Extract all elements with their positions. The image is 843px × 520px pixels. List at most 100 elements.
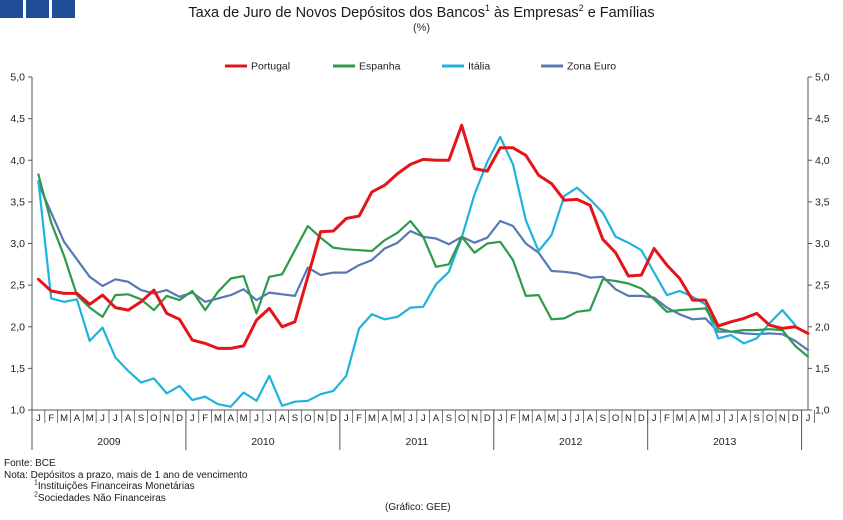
month-label: A — [279, 413, 286, 424]
logo-block-3 — [52, 0, 75, 18]
series-line-zona-euro — [37, 182, 810, 352]
month-label: A — [587, 413, 594, 424]
brand-logo — [0, 0, 75, 18]
month-label: M — [240, 413, 248, 424]
y-tick-label-right: 2,0 — [815, 321, 830, 333]
y-tick-label-left: 3,0 — [10, 238, 25, 250]
month-label: J — [716, 413, 721, 424]
year-label: 2010 — [251, 436, 275, 448]
month-label: M — [394, 413, 402, 424]
month-label: J — [806, 413, 811, 424]
month-label: O — [612, 413, 619, 424]
month-label: N — [471, 413, 478, 424]
year-label: 2013 — [713, 436, 737, 448]
month-label: A — [689, 413, 696, 424]
y-tick-label-left: 5,0 — [10, 72, 25, 84]
chart-notes: Fonte: BCE Nota: Depósitos a prazo, mais… — [4, 458, 247, 504]
month-label: O — [304, 413, 311, 424]
year-label: 2009 — [97, 436, 121, 448]
logo-block-1 — [0, 0, 23, 18]
method-note: Nota: Depósitos a prazo, mais de 1 ano d… — [4, 469, 248, 481]
month-label: S — [754, 413, 760, 424]
chart-credit: (Gráfico: GEE) — [385, 502, 451, 513]
month-label: M — [548, 413, 556, 424]
month-label: M — [676, 413, 684, 424]
y-tick-label-right: 1,0 — [815, 405, 830, 417]
month-label: J — [562, 413, 567, 424]
title-footnote-1: 1 — [485, 3, 491, 14]
month-label: N — [779, 413, 786, 424]
y-tick-label-right: 3,0 — [815, 238, 830, 250]
y-tick-label-right: 4,0 — [815, 155, 830, 167]
y-tick-label-right: 1,5 — [815, 363, 830, 375]
footnote-2-mark: 2 — [34, 491, 38, 499]
month-label: J — [652, 413, 657, 424]
footnote-1-mark: 1 — [34, 479, 38, 487]
source-note: Fonte: BCE — [4, 458, 56, 469]
month-label: S — [138, 413, 144, 424]
month-label: M — [86, 413, 94, 424]
y-tick-label-left: 1,5 — [10, 363, 25, 375]
y-tick-label-right: 3,5 — [815, 196, 830, 208]
month-label: J — [113, 413, 118, 424]
footnote-1-text: Instituições Financeiras Monetárias — [37, 481, 195, 492]
month-label: D — [792, 413, 799, 424]
month-label: M — [368, 413, 376, 424]
month-label: N — [317, 413, 324, 424]
y-tick-label-left: 4,5 — [10, 113, 25, 125]
y-tick-label-right: 2,5 — [815, 280, 830, 292]
month-label: S — [446, 413, 452, 424]
month-label: A — [382, 413, 389, 424]
month-label: J — [421, 413, 426, 424]
month-label: M — [522, 413, 530, 424]
chart-title: Taxa de Juro de Novos Depósitos dos Banc… — [0, 3, 843, 21]
y-tick-label-left: 1,0 — [10, 405, 25, 417]
month-label: D — [638, 413, 645, 424]
footnote-1: 1Instituições Financeiras Monetárias — [4, 479, 247, 493]
legend-label-portugal: Portugal — [251, 61, 290, 73]
y-tick-label-left: 3,5 — [10, 196, 25, 208]
chart-subtitle: (%) — [412, 22, 431, 34]
title-text-1: Taxa de Juro de Novos Depósitos dos Banc… — [188, 5, 485, 21]
month-label: A — [433, 413, 440, 424]
month-label: A — [535, 413, 542, 424]
y-tick-label-left: 2,5 — [10, 280, 25, 292]
month-label: N — [163, 413, 170, 424]
month-label: J — [575, 413, 580, 424]
series-line-portugal — [36, 123, 810, 350]
month-label: A — [741, 413, 748, 424]
month-label: J — [190, 413, 195, 424]
month-label: A — [228, 413, 235, 424]
series-line-espanha — [37, 173, 810, 358]
month-label: J — [344, 413, 349, 424]
month-label: D — [176, 413, 183, 424]
month-label: F — [48, 413, 54, 424]
month-label: M — [60, 413, 68, 424]
month-label: O — [766, 413, 773, 424]
month-label: A — [125, 413, 132, 424]
month-label: D — [484, 413, 491, 424]
series-line-italia — [37, 135, 797, 408]
y-tick-label-right: 4,5 — [815, 113, 830, 125]
month-label: M — [701, 413, 709, 424]
y-tick-label-left: 4,0 — [10, 155, 25, 167]
month-label: J — [498, 413, 503, 424]
month-label: M — [214, 413, 222, 424]
month-label: O — [458, 413, 465, 424]
title-footnote-2: 2 — [578, 3, 584, 14]
month-label: O — [150, 413, 157, 424]
month-label: S — [600, 413, 606, 424]
title-text-2: às Empresas — [490, 5, 579, 21]
month-label: F — [510, 413, 516, 424]
month-label: J — [254, 413, 259, 424]
month-label: F — [356, 413, 362, 424]
y-tick-label-left: 2,0 — [10, 321, 25, 333]
logo-block-2 — [26, 0, 49, 18]
footnote-2: 2Sociedades Não Financeiras — [4, 491, 247, 505]
month-label: D — [330, 413, 337, 424]
y-tick-label-right: 5,0 — [815, 72, 830, 84]
year-label: 2012 — [559, 436, 583, 448]
month-label: A — [74, 413, 81, 424]
month-label: N — [625, 413, 632, 424]
